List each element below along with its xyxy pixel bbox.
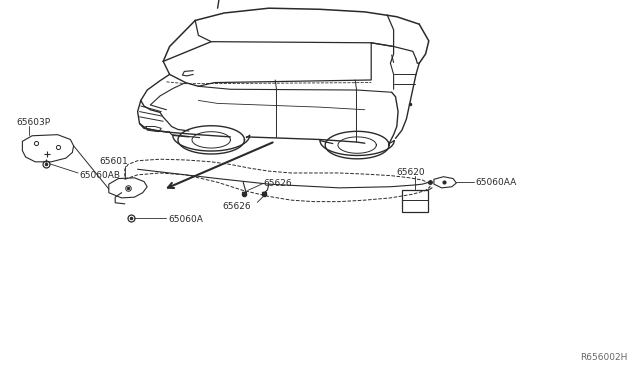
Text: 65060AA: 65060AA [476,178,516,187]
Bar [402,190,428,212]
Text: 65601: 65601 [99,157,128,166]
Text: 65603P: 65603P [16,118,50,126]
Text: 65060AB: 65060AB [79,171,120,180]
Text: 65626: 65626 [264,179,292,188]
Text: 65620: 65620 [397,168,426,177]
Text: 65060A: 65060A [168,215,203,224]
Text: 65626: 65626 [222,202,251,211]
Text: R656002H: R656002H [580,353,627,362]
